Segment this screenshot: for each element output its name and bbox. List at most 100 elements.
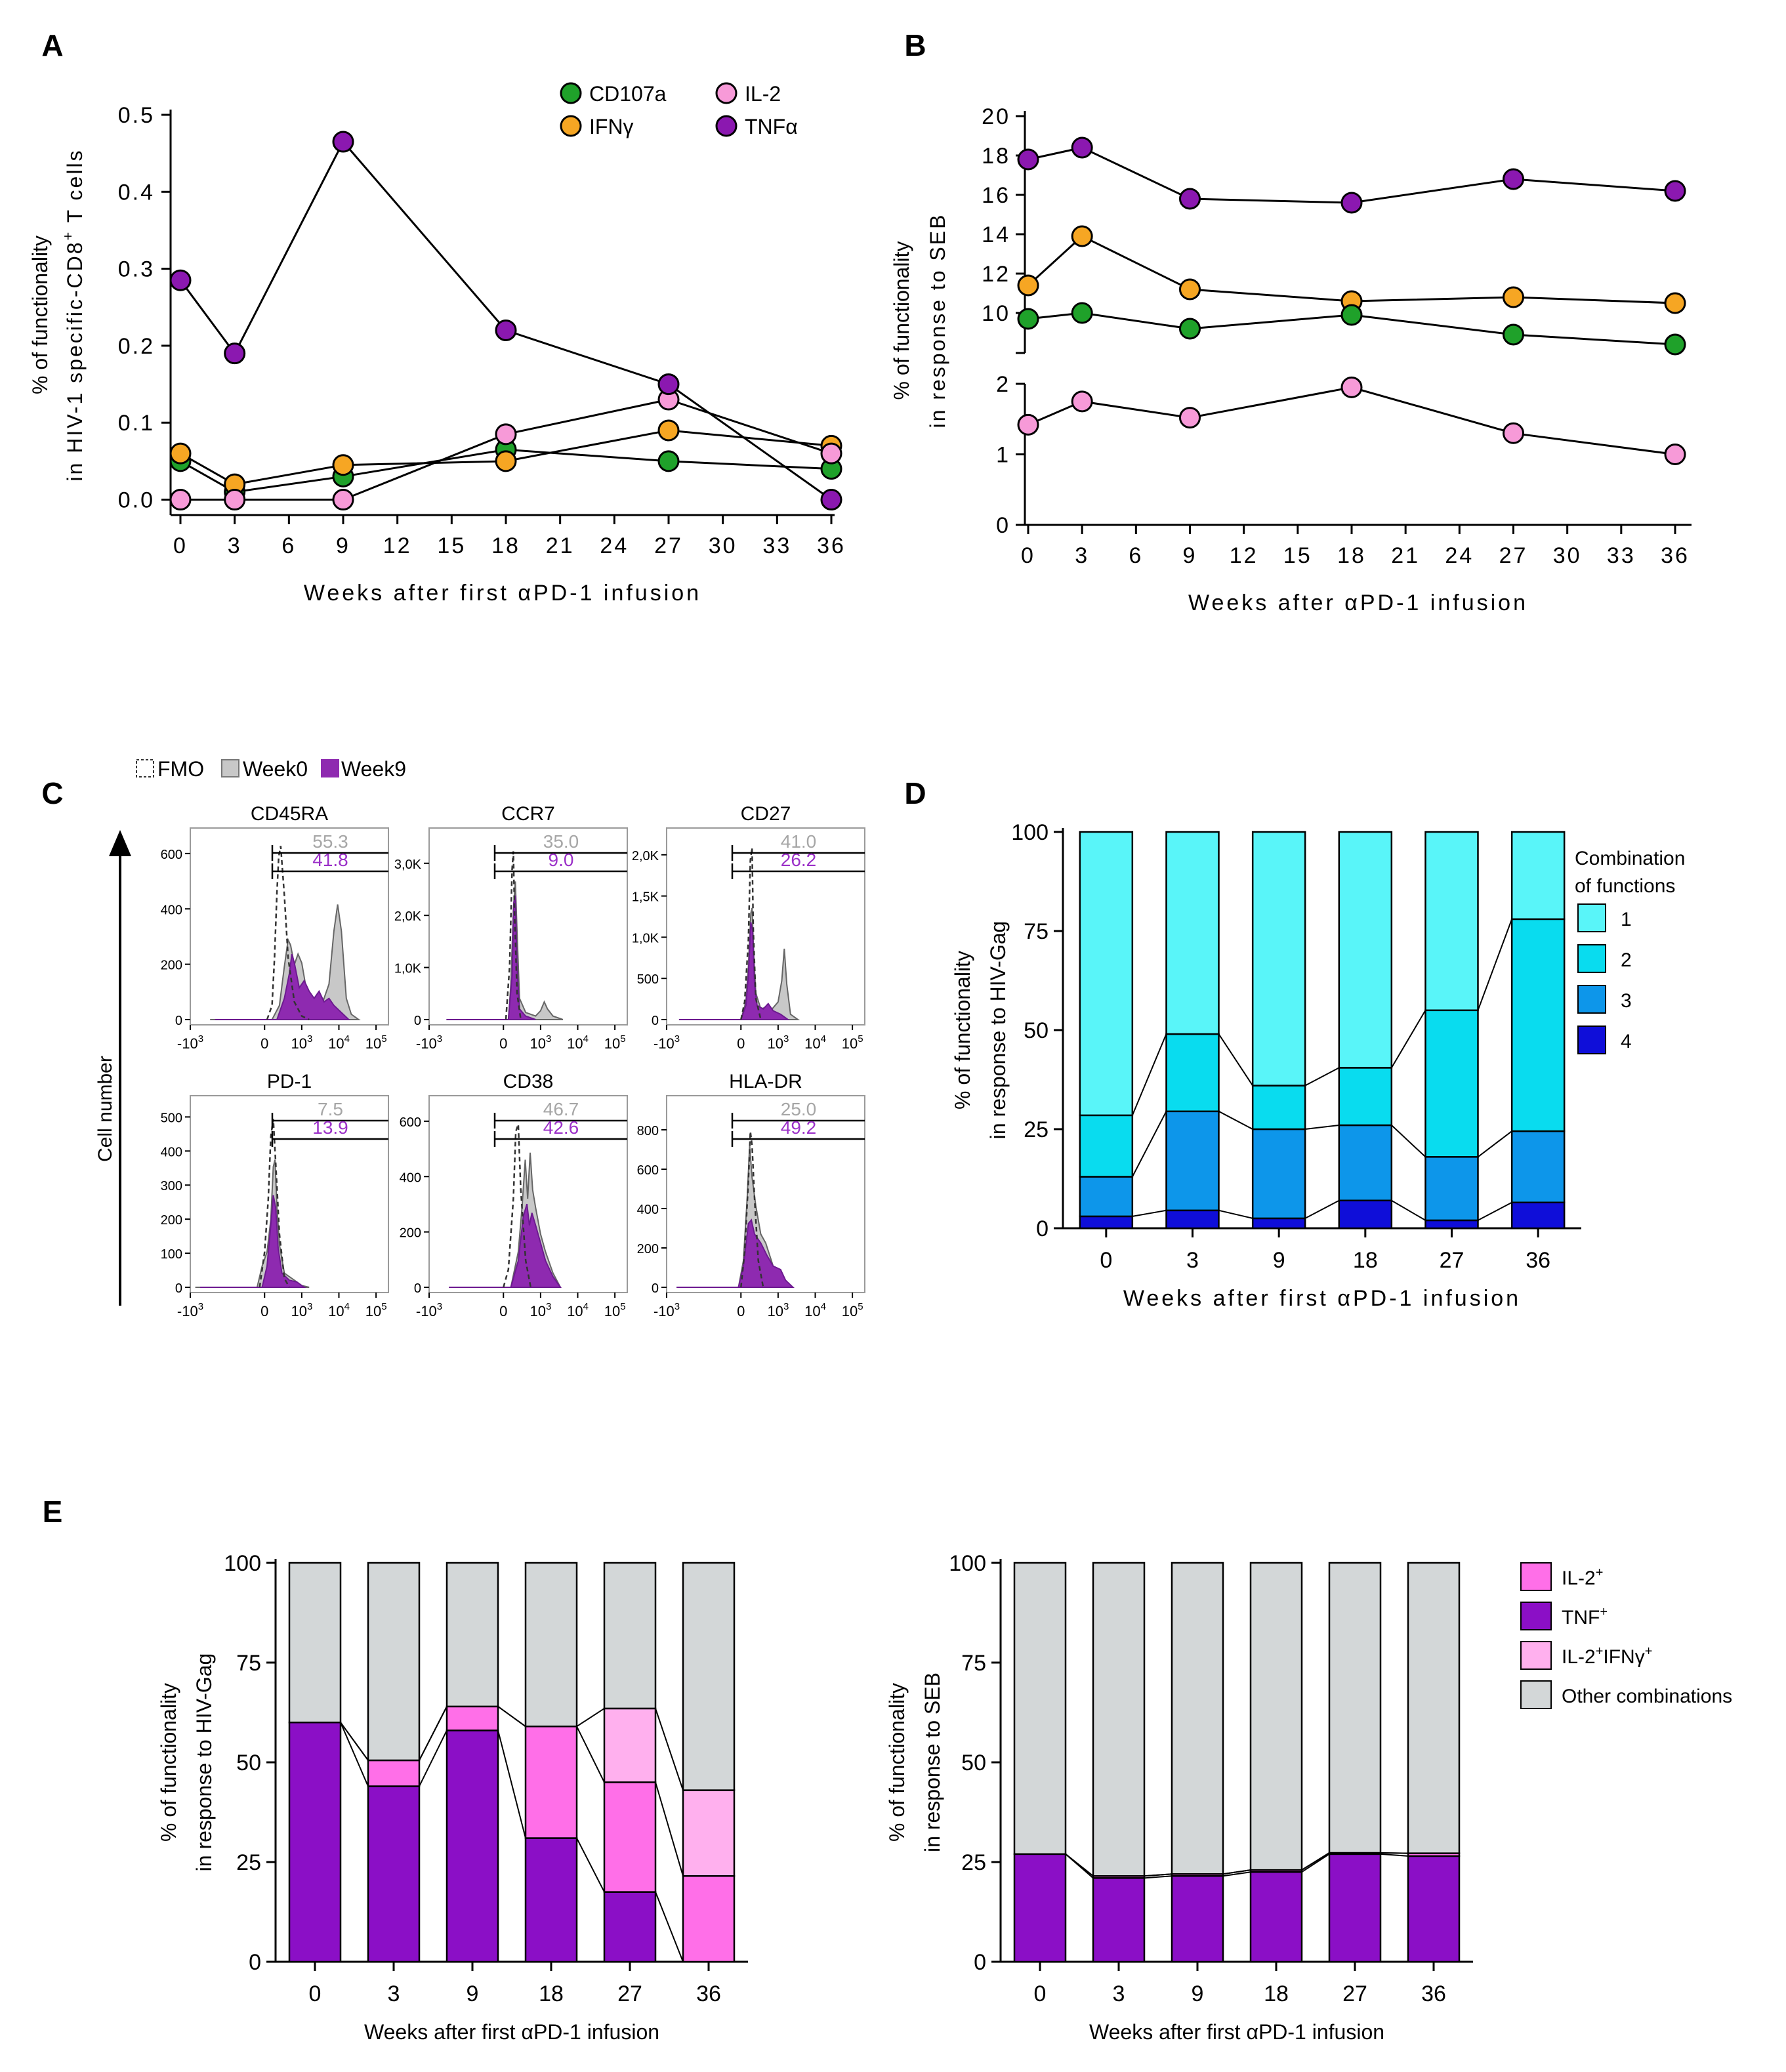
- legend-swatch-e-il2ifn: [1520, 1641, 1552, 1670]
- y-tick-label-b: 14: [982, 222, 1010, 247]
- bar-segment-comb1: [1424, 831, 1479, 1012]
- hist-x-tick-exp: 3: [198, 1033, 203, 1045]
- panel-letter-a: A: [41, 28, 63, 62]
- connector-line-e2: [1301, 1852, 1330, 1871]
- y-axis-label-e1-line1: % of functionality: [157, 1683, 180, 1842]
- legend-swatch-e-other: [1520, 1680, 1552, 1709]
- connector-line-e1: [497, 1706, 526, 1728]
- hist-x-tick-label: 103: [530, 1033, 551, 1052]
- y-tick-label-b: 20: [982, 104, 1010, 129]
- data-point-IL2: [224, 489, 246, 511]
- y-label-a-part: in HIV-1 specific-CD8: [63, 240, 87, 481]
- histogram-week9-fill: [200, 1195, 306, 1288]
- x-tick-label-a: 0: [173, 533, 188, 558]
- histogram-fmo-line: [505, 851, 522, 1020]
- legend-label-e-il2ifn: IL-2+IFNγ+: [1562, 1644, 1652, 1668]
- series-line-b-IFNg: [1027, 235, 1676, 304]
- connector-line-d: [1218, 1209, 1253, 1219]
- connector-line-d: [1477, 919, 1513, 1011]
- bar-segment-il2pos: [367, 1759, 421, 1787]
- hist-y-tick-label: 100: [161, 1247, 182, 1262]
- x-tick-label-e1: 9: [467, 1981, 479, 2006]
- x-tick-label-a: 36: [817, 533, 846, 558]
- hist-x-tick-exp: 3: [198, 1301, 203, 1312]
- x-tick-label-a: 18: [491, 533, 520, 558]
- connector-line-d: [1390, 1010, 1426, 1068]
- connector-line-d: [1132, 1209, 1167, 1217]
- bar-segment-comb4: [1338, 1199, 1393, 1230]
- x-tick-label-e2: 36: [1421, 1981, 1446, 2006]
- hist-y-tick-label: 200: [161, 959, 182, 973]
- x-tick-label-a: 30: [709, 533, 737, 558]
- bar-segment-other: [367, 1562, 421, 1762]
- connector-line-d: [1477, 1130, 1512, 1158]
- legend-label-e-other: Other combinations: [1562, 1686, 1732, 1707]
- connector-line-e1: [655, 1708, 684, 1791]
- bar-segment-other: [288, 1562, 342, 1724]
- bar-segment-other: [524, 1562, 578, 1728]
- y-axis-label-e1-line2: in response to HIV-Gag: [192, 1653, 216, 1872]
- x-tick-label-e2: 27: [1342, 1981, 1367, 2006]
- connector-line-d: [1305, 1124, 1339, 1130]
- y-tick-label-d: 75: [1024, 919, 1049, 944]
- x-tick-label-a: 9: [336, 533, 350, 558]
- y-tick-label-b: 0: [996, 513, 1010, 538]
- connector-line-e2: [1222, 1871, 1251, 1877]
- y-tick-label-e2: 100: [949, 1551, 986, 1576]
- y-tick-label-e1: 50: [236, 1751, 261, 1775]
- x-tick-label-a: 12: [383, 533, 412, 558]
- legend-swatch-comb2: [1577, 944, 1606, 973]
- hist-x-tick-label: 103: [530, 1301, 551, 1319]
- hist-y-tick-label: 0: [175, 1014, 182, 1028]
- histogram-week9-fill: [215, 953, 351, 1020]
- bar-segment-tnfpos: [524, 1837, 578, 1963]
- hist-x-tick-label: 105: [604, 1301, 626, 1319]
- data-point-b-CD107a: [1071, 302, 1093, 324]
- bar-segment-comb3: [1079, 1176, 1134, 1218]
- hist-x-tick-exp: 4: [821, 1033, 826, 1045]
- data-point-b-IL2: [1071, 390, 1093, 413]
- hist-x-tick-exp: 5: [858, 1301, 863, 1312]
- legend-e-text: IL-2: [1562, 1567, 1596, 1589]
- connector-line-e1: [576, 1708, 605, 1728]
- hist-x-tick-label: -103: [654, 1301, 680, 1319]
- histogram-fmo-line: [740, 1131, 764, 1288]
- bar-segment-comb1: [1165, 831, 1220, 1035]
- hist-x-tick-exp: 3: [437, 1301, 442, 1312]
- hist-x-tick-label: 104: [804, 1033, 826, 1052]
- hist-x-tick-exp: 3: [675, 1033, 680, 1045]
- bar-segment-other: [1328, 1562, 1382, 1854]
- hist-y-tick-label: 0: [652, 1281, 659, 1296]
- x-tick-label-e1: 0: [309, 1981, 322, 2006]
- data-point-TNFa: [657, 373, 680, 396]
- y-tick-label-d: 50: [1024, 1018, 1049, 1043]
- data-point-b-IFNg: [1503, 286, 1524, 308]
- legend-label-TNFa: TNFα: [745, 115, 798, 138]
- histogram-frame: [190, 827, 389, 1026]
- legend-swatch-CD107a: [560, 82, 582, 104]
- connector-line-e1: [419, 1730, 447, 1787]
- x-tick-label-b: 21: [1391, 543, 1420, 568]
- hist-x-tick-label: 104: [328, 1033, 350, 1052]
- bar-segment-tnfpos: [1013, 1853, 1067, 1963]
- histogram-week9-fill: [446, 895, 536, 1020]
- x-tick-label-a: 21: [546, 533, 575, 558]
- bar-segment-other: [682, 1562, 736, 1791]
- hist-x-tick-label: 103: [291, 1033, 312, 1052]
- y-tick-label-a: 0.0: [118, 488, 155, 513]
- legend-swatch-comb1: [1577, 903, 1606, 932]
- hist-y-tick-label: 1,5K: [632, 890, 659, 905]
- legend-label-e-il2pos: IL-2+: [1562, 1565, 1603, 1589]
- data-point-b-CD107a: [1664, 333, 1686, 356]
- data-point-TNFa: [332, 131, 354, 153]
- data-point-b-CD107a: [1340, 304, 1363, 326]
- connector-line-d: [1304, 1067, 1340, 1087]
- bar-segment-tnfpos: [367, 1785, 421, 1963]
- y-tick-label-e2: 25: [961, 1850, 986, 1875]
- hist-x-tick-label: 0: [737, 1303, 745, 1319]
- x-tick-label-e2: 0: [1034, 1981, 1047, 2006]
- y-label-a-sup: +: [60, 230, 76, 241]
- bar-segment-il2pos: [524, 1726, 578, 1839]
- x-tick-label-b: 18: [1337, 543, 1366, 568]
- connector-line-e1: [340, 1722, 369, 1761]
